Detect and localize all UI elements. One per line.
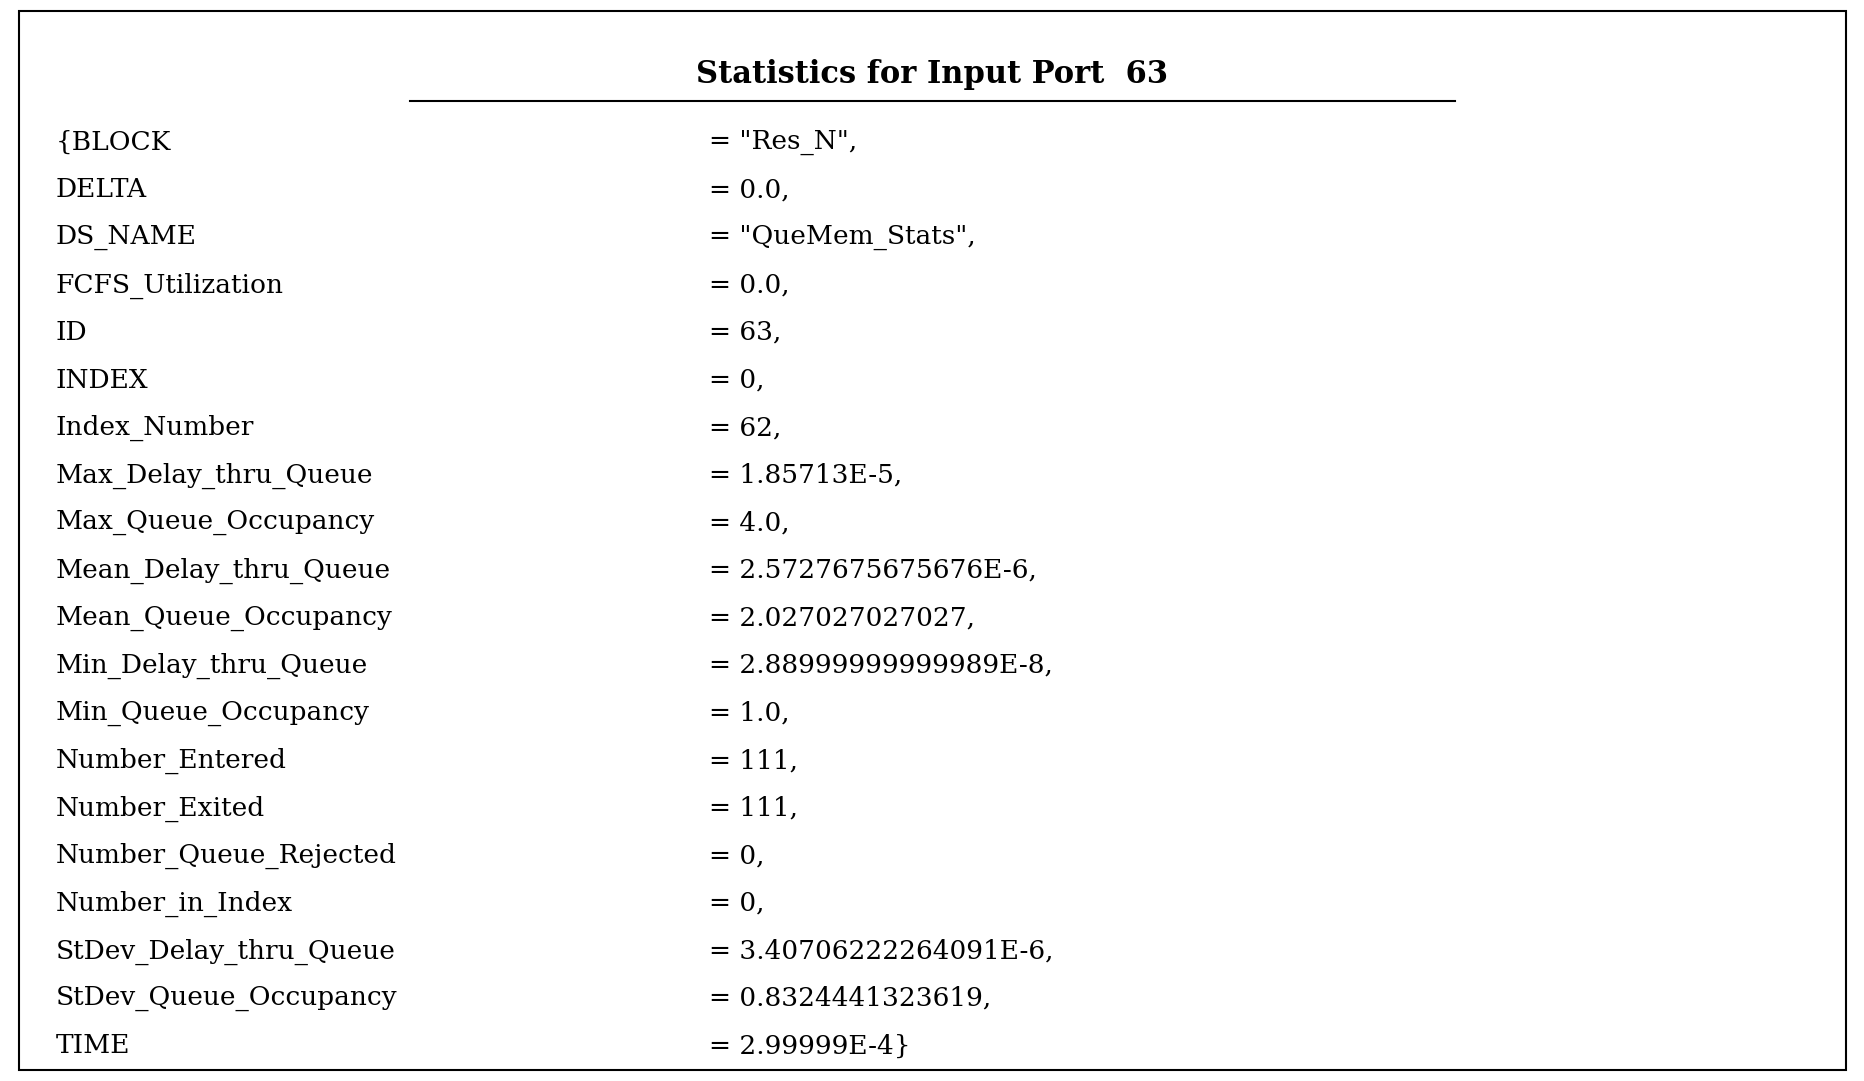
Text: = 0.0,: = 0.0, <box>708 272 788 297</box>
Text: Mean_Delay_thru_Queue: Mean_Delay_thru_Queue <box>56 558 391 584</box>
Text: = "Res_N",: = "Res_N", <box>708 130 856 155</box>
Text: = 2.027027027027,: = 2.027027027027, <box>708 605 975 630</box>
Text: = 0.8324441323619,: = 0.8324441323619, <box>708 986 990 1011</box>
Text: DELTA: DELTA <box>56 177 147 202</box>
Text: Max_Delay_thru_Queue: Max_Delay_thru_Queue <box>56 463 373 489</box>
Text: = 2.5727675675676E-6,: = 2.5727675675676E-6, <box>708 558 1036 583</box>
Text: ID: ID <box>56 320 88 345</box>
Text: = 111,: = 111, <box>708 748 798 773</box>
Text: = 0.0,: = 0.0, <box>708 177 788 202</box>
Text: = 1.0,: = 1.0, <box>708 700 788 725</box>
FancyBboxPatch shape <box>19 11 1845 1070</box>
Text: = 0,: = 0, <box>708 891 764 916</box>
Text: TIME: TIME <box>56 1033 130 1058</box>
Text: Min_Queue_Occupancy: Min_Queue_Occupancy <box>56 700 369 725</box>
Text: StDev_Delay_thru_Queue: StDev_Delay_thru_Queue <box>56 938 395 964</box>
Text: {BLOCK: {BLOCK <box>56 130 171 155</box>
Text: Statistics for Input Port  63: Statistics for Input Port 63 <box>695 59 1169 91</box>
Text: Min_Delay_thru_Queue: Min_Delay_thru_Queue <box>56 653 367 679</box>
Text: = 2.88999999999989E-8,: = 2.88999999999989E-8, <box>708 653 1051 678</box>
Text: = 2.99999E-4}: = 2.99999E-4} <box>708 1033 910 1058</box>
Text: FCFS_Utilization: FCFS_Utilization <box>56 272 283 298</box>
Text: Number_Queue_Rejected: Number_Queue_Rejected <box>56 843 397 869</box>
Text: StDev_Queue_Occupancy: StDev_Queue_Occupancy <box>56 986 397 1011</box>
Text: = 3.40706222264091E-6,: = 3.40706222264091E-6, <box>708 938 1053 963</box>
Text: = "QueMem_Stats",: = "QueMem_Stats", <box>708 225 975 250</box>
Text: Number_Entered: Number_Entered <box>56 748 287 774</box>
Text: Mean_Queue_Occupancy: Mean_Queue_Occupancy <box>56 605 393 630</box>
Text: = 111,: = 111, <box>708 796 798 820</box>
Text: = 63,: = 63, <box>708 320 781 345</box>
Text: Max_Queue_Occupancy: Max_Queue_Occupancy <box>56 510 375 535</box>
Text: Index_Number: Index_Number <box>56 415 254 441</box>
Text: INDEX: INDEX <box>56 368 149 392</box>
Text: = 62,: = 62, <box>708 415 781 440</box>
Text: = 0,: = 0, <box>708 843 764 868</box>
Text: = 1.85713E-5,: = 1.85713E-5, <box>708 463 902 488</box>
Text: DS_NAME: DS_NAME <box>56 225 198 250</box>
Text: Number_Exited: Number_Exited <box>56 796 265 822</box>
Text: Number_in_Index: Number_in_Index <box>56 891 293 917</box>
Text: = 4.0,: = 4.0, <box>708 510 788 535</box>
Text: = 0,: = 0, <box>708 368 764 392</box>
